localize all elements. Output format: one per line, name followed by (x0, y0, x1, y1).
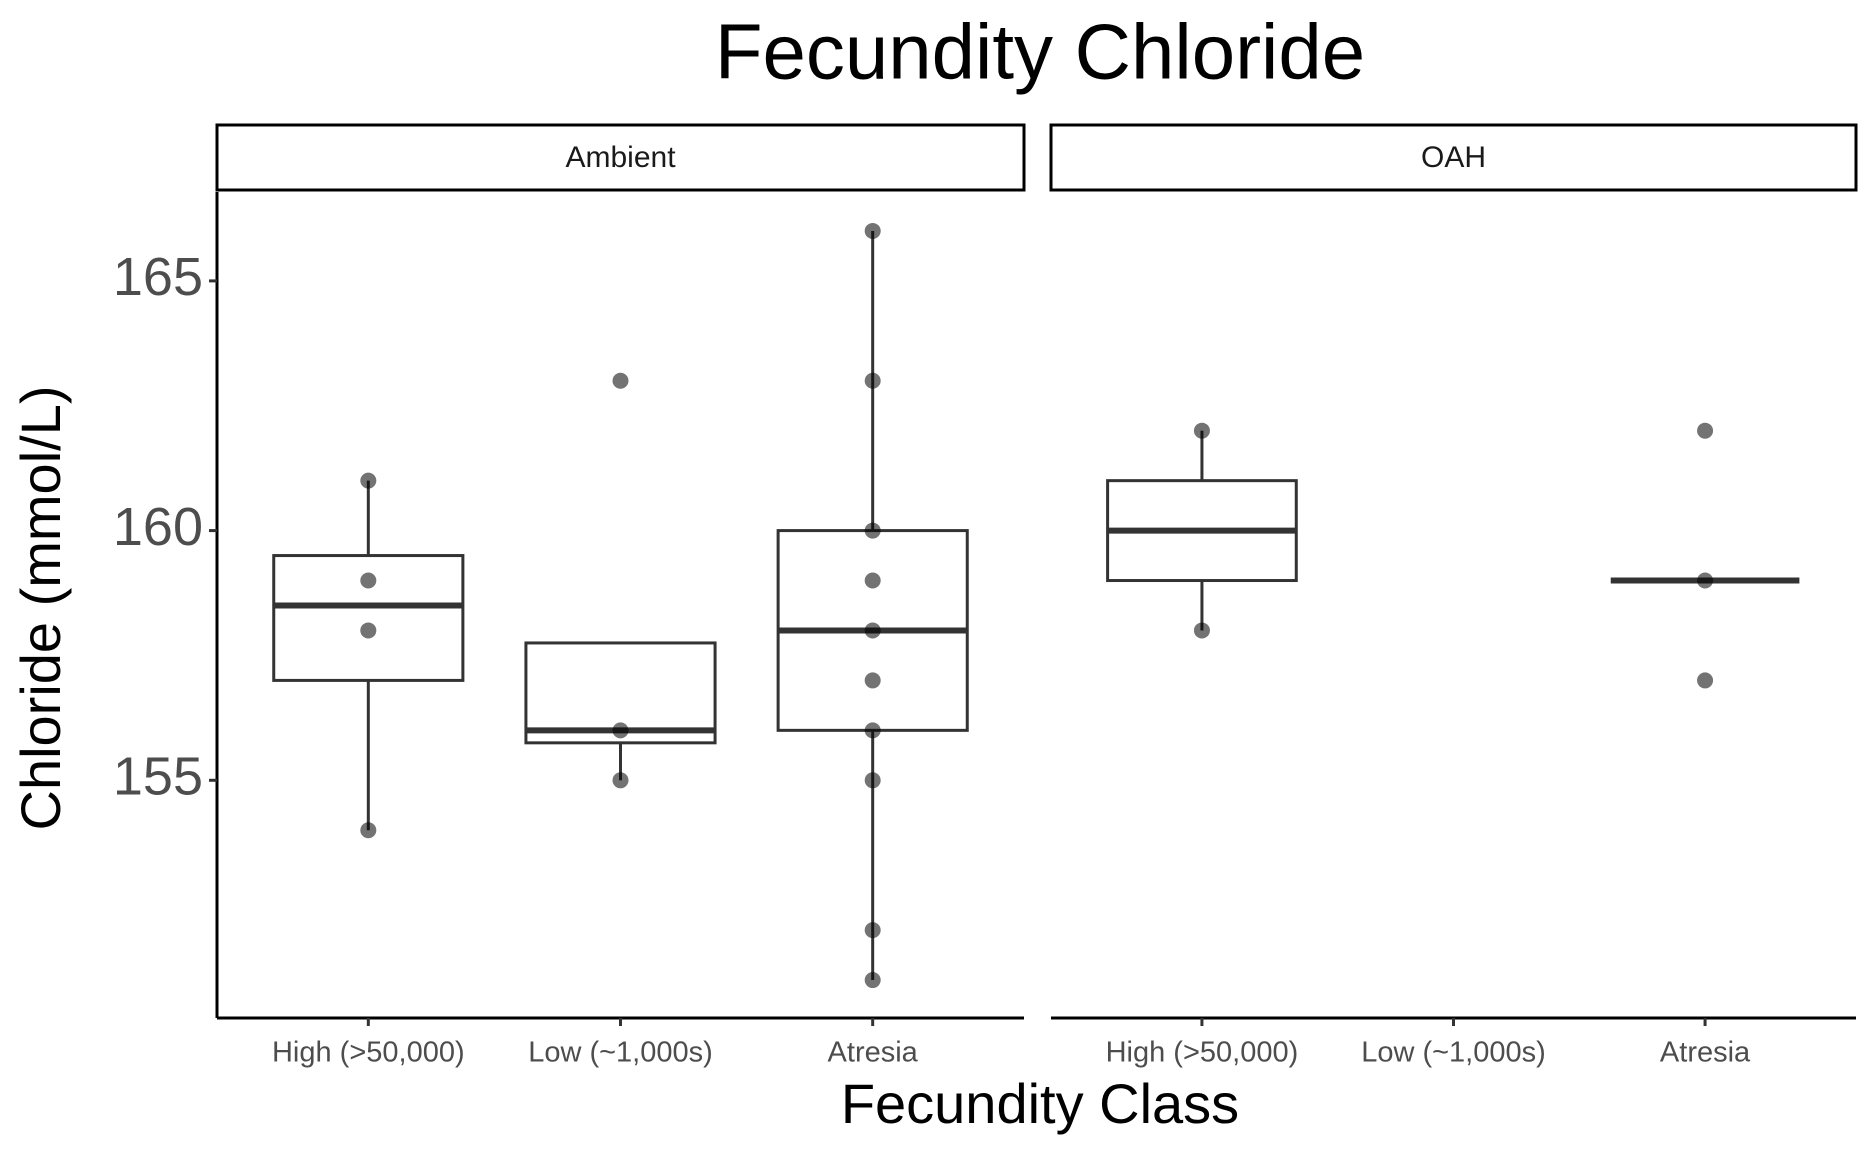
x-axis-label: Fecundity Class (841, 1072, 1239, 1135)
point (612, 722, 629, 739)
y-tick-label: 155 (113, 747, 203, 807)
box (524, 641, 717, 745)
point (360, 822, 377, 839)
point (1697, 672, 1714, 689)
chart-title: Fecundity Chloride (715, 8, 1365, 96)
x-tick-label: High (>50,000) (272, 1037, 465, 1069)
point (864, 972, 881, 989)
point (864, 672, 881, 689)
point (1193, 622, 1210, 639)
strip (1049, 123, 1858, 192)
strip-label: Ambient (565, 141, 676, 174)
x-tick-label: Low (~1,000s) (528, 1037, 713, 1069)
x-tick-label: Atresia (828, 1037, 919, 1069)
y-tick-label: 165 (113, 247, 203, 307)
point (360, 622, 377, 639)
y-axis-label: Chloride (mmol/L) (9, 386, 72, 831)
point (360, 472, 377, 489)
point (612, 772, 629, 789)
x-tick-label: Low (~1,000s) (1361, 1037, 1546, 1069)
point (360, 572, 377, 589)
point (864, 622, 881, 639)
point (864, 372, 881, 389)
point (612, 372, 629, 389)
point (1697, 572, 1714, 589)
point (1193, 422, 1210, 439)
point (864, 222, 881, 239)
point (864, 522, 881, 539)
x-tick-label: Atresia (1660, 1037, 1751, 1069)
x-tick-label: High (>50,000) (1106, 1037, 1299, 1069)
point (864, 722, 881, 739)
point (1697, 422, 1714, 439)
point (864, 772, 881, 789)
point (864, 572, 881, 589)
strip-label: OAH (1421, 141, 1486, 174)
point (864, 922, 881, 939)
strip (215, 123, 1026, 192)
y-tick-label: 160 (113, 497, 203, 557)
